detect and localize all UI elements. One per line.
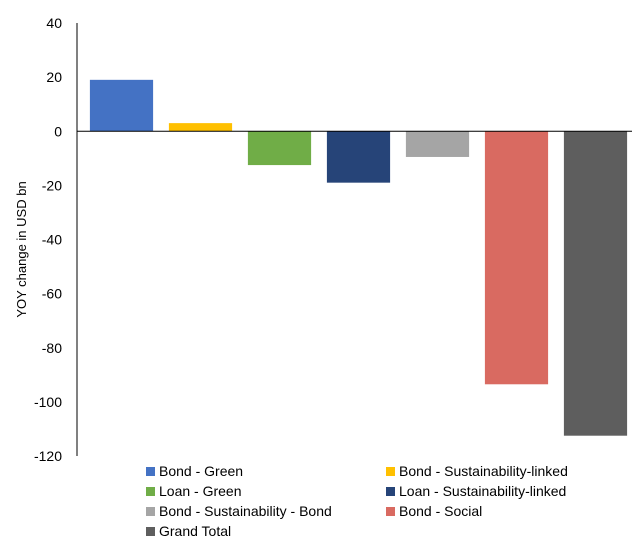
bar-bond-sustainability-linked — [168, 123, 233, 132]
y-tick-label: -80 — [42, 340, 62, 356]
bar-loan-sustainability-linked — [326, 131, 391, 183]
y-tick-label: -120 — [34, 448, 62, 464]
legend-label: Loan - Green — [159, 483, 242, 499]
legend-item: Grand Total — [146, 523, 231, 539]
bars — [89, 79, 628, 436]
legend-label: Bond - Green — [159, 463, 244, 479]
bar-bond-social — [484, 131, 549, 385]
y-tick-label: 40 — [46, 15, 62, 31]
legend-swatch — [386, 466, 395, 476]
legend-item: Loan - Sustainability-linked — [386, 483, 566, 499]
legend-swatch — [146, 486, 155, 496]
bar-bond-green — [89, 79, 154, 132]
y-tick-label: 0 — [54, 123, 62, 139]
legend-label: Loan - Sustainability-linked — [399, 483, 567, 499]
y-axis-ticks: 40 20 0 -20 -40 -60 -80 -100 -120 — [34, 15, 62, 464]
y-tick-label: -100 — [34, 394, 62, 410]
bar-bond-sustainability-bond — [405, 131, 470, 157]
y-tick-label: 20 — [46, 69, 62, 85]
legend-item: Bond - Sustainability - Bond — [146, 503, 332, 519]
y-axis-title: YOY change in USD bn — [14, 181, 29, 317]
legend-item: Loan - Green — [146, 483, 242, 499]
legend-swatch — [386, 506, 395, 516]
y-tick-label: -20 — [42, 177, 62, 193]
legend-item: Bond - Sustainability-linked — [386, 463, 568, 479]
legend-item: Bond - Green — [146, 463, 243, 479]
legend-label: Grand Total — [159, 523, 232, 539]
legend-swatch — [146, 466, 155, 476]
y-tick-label: -60 — [42, 286, 62, 302]
legend-label: Bond - Sustainability - Bond — [159, 503, 332, 519]
y-tick-label: -40 — [42, 232, 62, 248]
legend-swatch — [146, 526, 155, 536]
legend-swatch — [146, 506, 155, 516]
legend-label: Bond - Social — [399, 503, 483, 519]
legend-item: Bond - Social — [386, 503, 482, 519]
legend-swatch — [386, 486, 395, 496]
bar-grand-total — [563, 131, 628, 436]
legend-label: Bond - Sustainability-linked — [399, 463, 568, 479]
bar-loan-green — [247, 131, 312, 166]
